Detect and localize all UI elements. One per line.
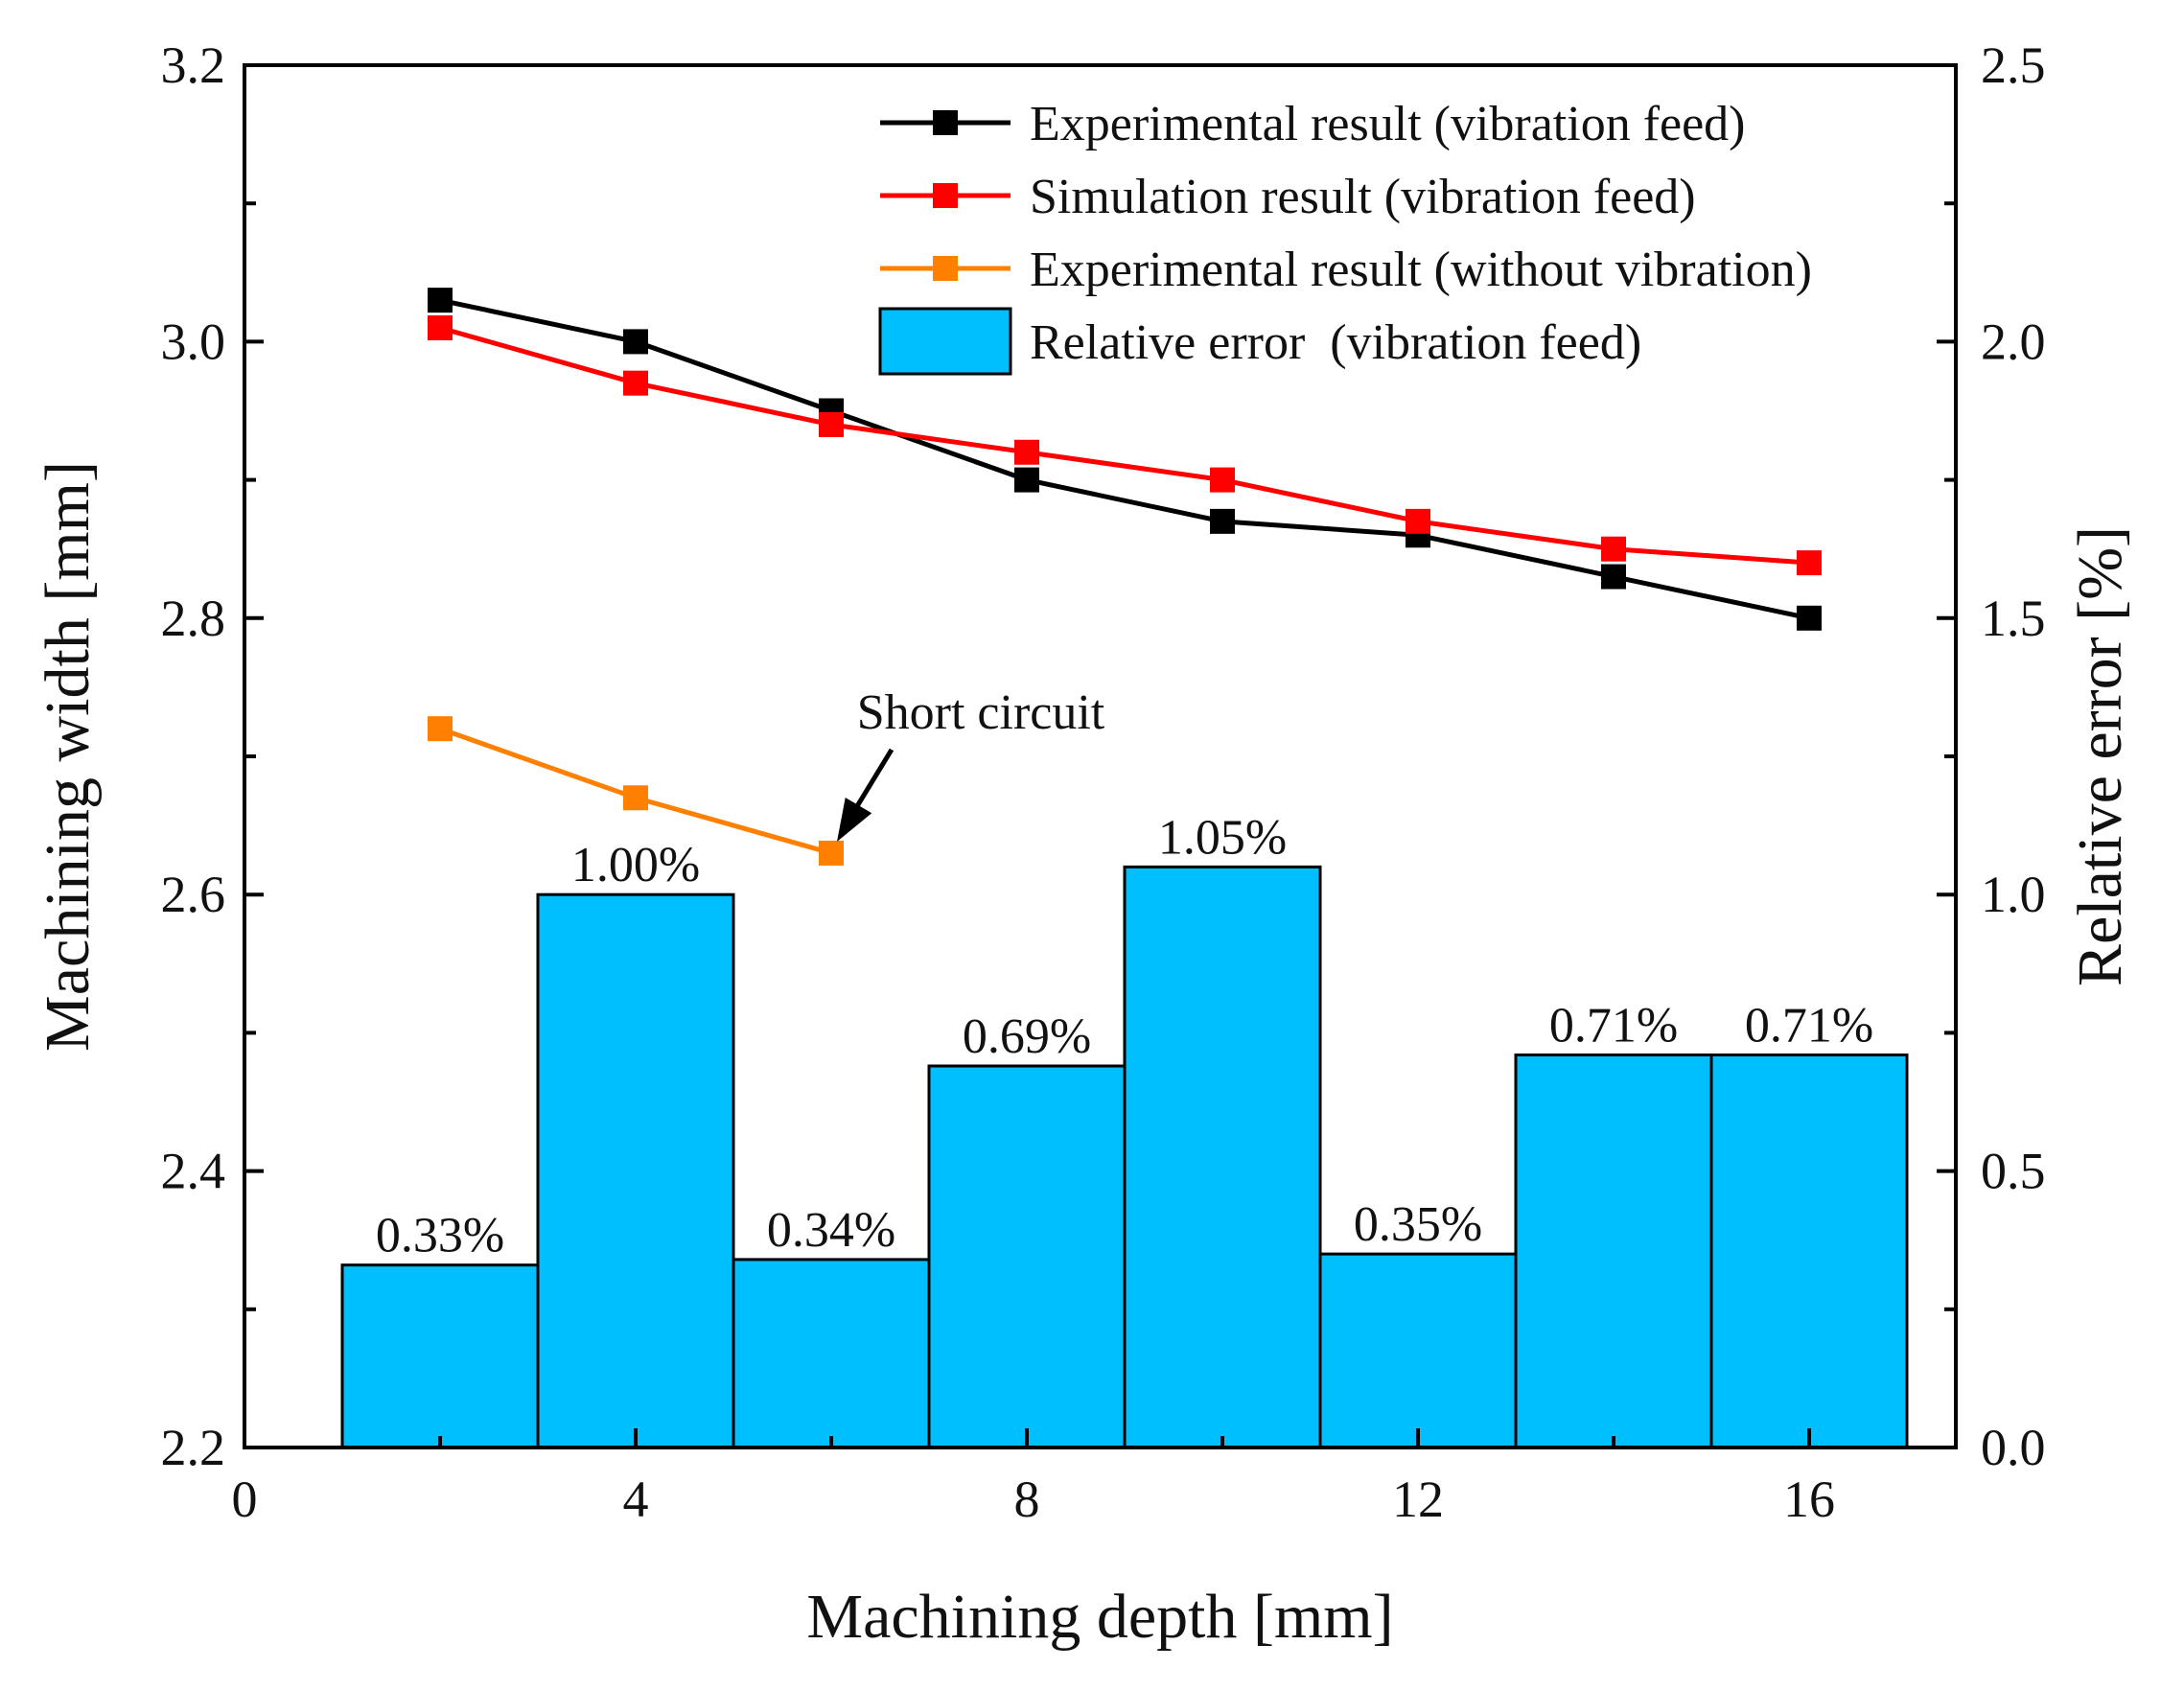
y2-axis-title: Relative error [%] [2065, 526, 2135, 986]
legend-marker [933, 256, 958, 281]
y2-tick-label: 2.5 [1981, 36, 2046, 94]
annotation-label: Short circuit [857, 685, 1105, 740]
legend-marker [933, 110, 958, 135]
x-tick-label: 8 [1014, 1471, 1040, 1528]
bar-data-label: 0.34% [767, 1203, 895, 1258]
x-tick-label: 16 [1783, 1471, 1835, 1528]
series-marker [1797, 550, 1822, 576]
series-marker [819, 411, 844, 437]
bar [1514, 1053, 1713, 1449]
legend: Experimental result (vibration feed) Simu… [878, 97, 1812, 376]
series-marker [623, 329, 648, 355]
bar-data-label: 0.35% [1354, 1197, 1482, 1252]
bar [1318, 1252, 1518, 1449]
y-tick-label: 2.2 [161, 1419, 226, 1476]
series-marker [623, 785, 648, 811]
series-marker [1601, 564, 1626, 590]
series-marker [1601, 536, 1626, 562]
bar [732, 1258, 931, 1449]
legend-marker [933, 183, 958, 208]
series-marker [428, 314, 453, 340]
series-line [439, 325, 1810, 566]
y-axis-title: Machining width [mm] [33, 461, 103, 1052]
series-marker [1014, 467, 1039, 493]
bar-data-label: 0.33% [376, 1209, 504, 1263]
labels-layer: 0.33% 1.00% 0.34% 0.69% 1.05% 0.35% 0.71% 0.71%… [376, 685, 1873, 1263]
legend-label: Simulation result (vibration feed) [1030, 170, 1696, 224]
series-marker [1014, 439, 1039, 465]
bar-data-label: 0.71% [1745, 998, 1873, 1053]
legend-label: Experimental result (vibration feed) [1030, 97, 1745, 151]
series-marker [1797, 605, 1822, 631]
series-marker [819, 840, 844, 866]
bar-data-label: 1.05% [1158, 810, 1287, 865]
annotation-arrowhead [837, 797, 872, 842]
bar [1123, 865, 1322, 1449]
x-tick-label: 0 [232, 1471, 258, 1528]
x-axis-title: Machining depth [mm] [806, 1582, 1393, 1652]
bar-data-label: 1.00% [571, 838, 700, 892]
bar-data-label: 0.71% [1549, 998, 1678, 1053]
x-tick-label: 4 [623, 1471, 649, 1528]
y2-tick-label: 1.5 [1981, 590, 2046, 647]
y2-tick-label: 0.0 [1981, 1419, 2046, 1476]
series-marker [428, 716, 453, 742]
series-marker [1210, 467, 1235, 493]
y2-tick-label: 2.0 [1981, 313, 2046, 370]
series-marker [623, 370, 648, 396]
y2-tick-label: 1.0 [1981, 866, 2046, 923]
legend-label: Experimental result (without vibration) [1030, 243, 1812, 297]
y-tick-label: 3.2 [161, 36, 226, 94]
y-tick-label: 2.4 [161, 1143, 226, 1200]
x-tick-label: 12 [1392, 1471, 1444, 1528]
y-tick-label: 3.0 [161, 313, 226, 370]
series-marker [428, 288, 453, 313]
bars-layer [340, 865, 1909, 1449]
legend-swatch [878, 307, 1012, 376]
bar [927, 1064, 1127, 1449]
bar-data-label: 0.69% [963, 1009, 1091, 1064]
y-tick-label: 2.6 [161, 866, 226, 923]
series-line [439, 297, 1810, 621]
y2-tick-label: 0.5 [1981, 1143, 2046, 1200]
bar [1709, 1053, 1909, 1449]
axes-layer: 0 4 8 12 16 2.2 2.4 2.6 2.8 3.0 3.2 0.0 0.5 1.0 1.5 2.0… [161, 36, 2046, 1528]
y-tick-label: 2.8 [161, 590, 226, 647]
legend-label: Relative error (vibration feed) [1030, 315, 1641, 370]
series-marker [1210, 508, 1235, 534]
lines-layer [428, 288, 1822, 866]
bar [340, 1263, 540, 1449]
bar [536, 892, 735, 1449]
series-marker [1406, 508, 1430, 534]
